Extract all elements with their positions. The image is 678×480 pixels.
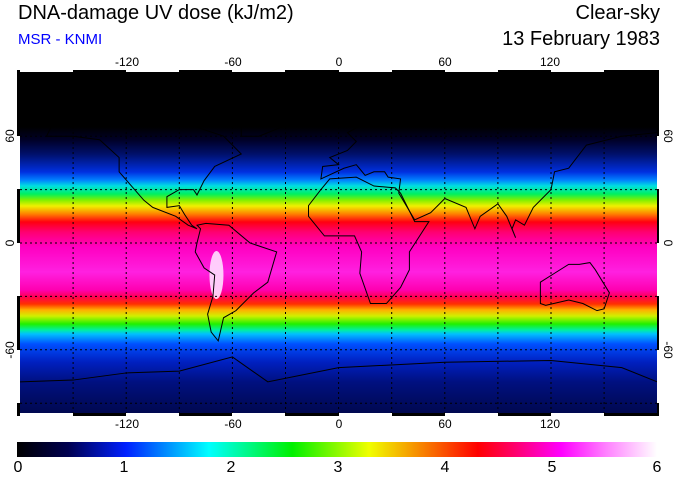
left-lat-label: -60 (3, 341, 17, 359)
frame-tick-bar (338, 70, 392, 73)
map-title: DNA-damage UV dose (kJ/m2) (18, 2, 294, 24)
colorbar-label: 3 (333, 459, 343, 476)
frame-tick-bar (17, 349, 20, 403)
frame-tick-bar (656, 136, 659, 189)
frame-tick-bar (17, 242, 20, 296)
left-lat-label: 0 (3, 239, 17, 247)
bottom-lon-label: 0 (335, 417, 343, 431)
bottom-lon-label: -120 (114, 417, 140, 431)
frame-tick-bar (551, 413, 604, 416)
frame-tick-bar (232, 413, 286, 416)
frame-tick-bar (338, 413, 392, 416)
colorbar-label: 2 (226, 459, 236, 476)
right-lat-label: 0 (661, 239, 675, 247)
frame-tick-bar (656, 242, 659, 296)
frame-tick-bar (20, 413, 73, 416)
frame-tick-bar (444, 413, 498, 416)
top-lon-label: 120 (539, 55, 561, 69)
top-lon-label: -60 (224, 55, 242, 69)
coastline-south-america (194, 222, 278, 343)
coastline-greenland (231, 100, 304, 137)
coastline-antarctica (20, 356, 657, 383)
frame-tick-bar (126, 413, 180, 416)
colorbar-label: 5 (547, 459, 557, 476)
frame-tick-bar (551, 70, 604, 73)
frame-tick-bar (232, 70, 286, 73)
colorbar-label: 1 (119, 459, 129, 476)
top-lon-label: -120 (114, 55, 140, 69)
date-label: 13 February 1983 (502, 28, 660, 50)
coastline-north-america (45, 114, 243, 230)
top-lon-label: 0 (335, 55, 343, 69)
coastline-eurasia (320, 107, 657, 238)
frame-tick-bar (17, 136, 20, 189)
colorbar-label: 6 (652, 459, 662, 476)
uv-dose-map (20, 72, 657, 413)
colorbar-label: 0 (13, 459, 23, 476)
frame-tick-bar (20, 70, 73, 73)
coastline-australia (539, 262, 610, 312)
source-label: MSR - KNMI (18, 31, 103, 48)
coastline-africa (308, 176, 430, 305)
frame-tick-bar (444, 70, 498, 73)
left-lat-label: 60 (3, 129, 17, 143)
bottom-lon-label: -60 (224, 417, 242, 431)
right-lat-label: -60 (661, 341, 675, 359)
frame-tick-bar (656, 349, 659, 403)
bottom-lon-label: 60 (438, 417, 452, 431)
top-lon-label: 60 (438, 55, 452, 69)
colorbar-label: 4 (440, 459, 450, 476)
andes-high-dose-patch (209, 251, 224, 300)
colorbar (17, 442, 657, 457)
coastlines-layer (20, 72, 657, 413)
bottom-lon-label: 120 (539, 417, 561, 431)
frame-tick-bar (126, 70, 180, 73)
right-lat-label: 60 (661, 129, 675, 143)
condition-label: Clear-sky (575, 2, 660, 24)
